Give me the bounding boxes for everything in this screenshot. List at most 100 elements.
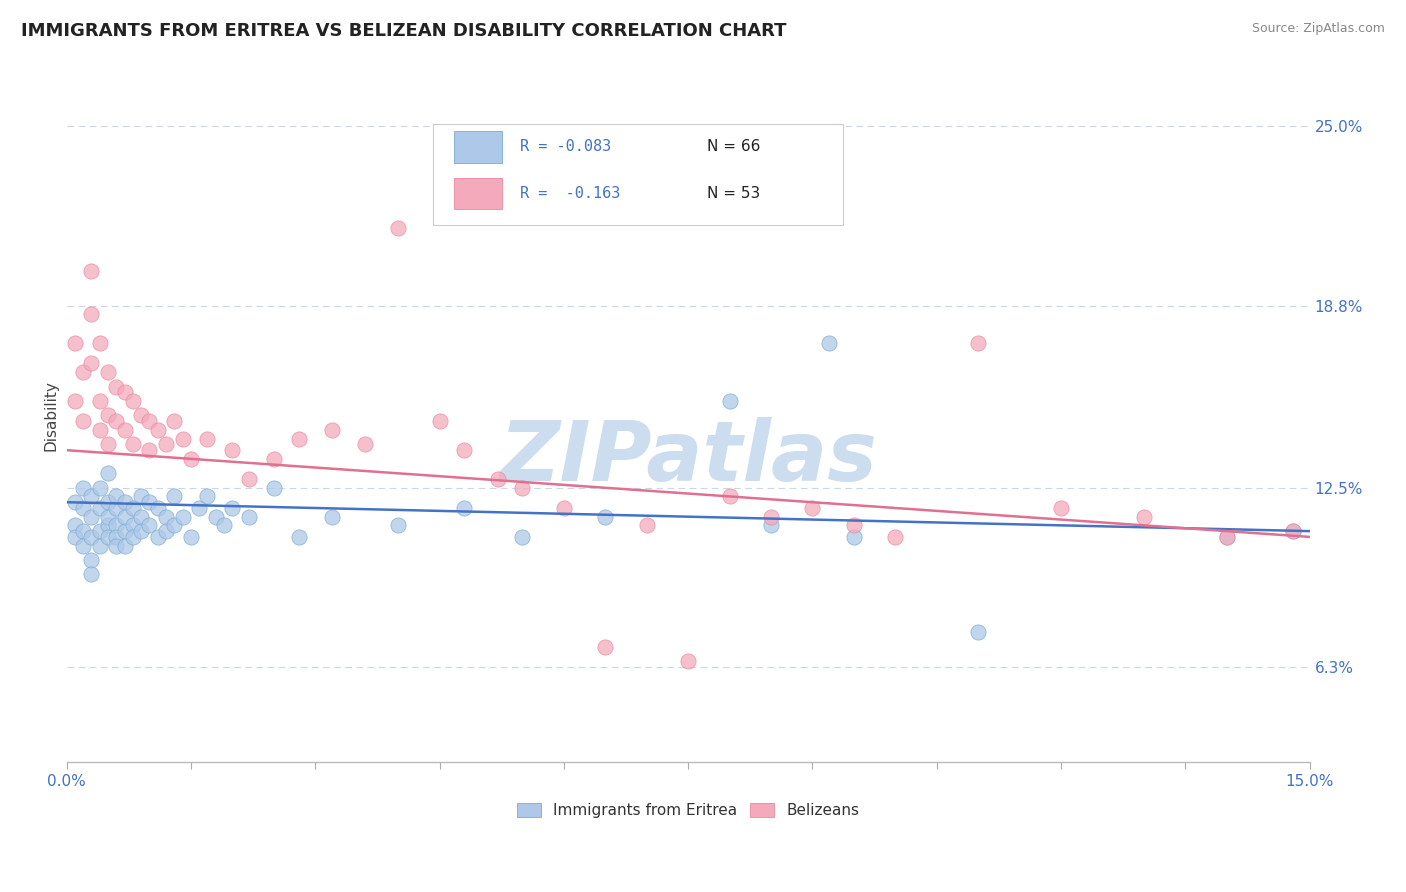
Point bbox=[163, 490, 186, 504]
Point bbox=[97, 530, 120, 544]
Point bbox=[105, 518, 128, 533]
Point bbox=[387, 518, 409, 533]
Point bbox=[122, 394, 145, 409]
Point bbox=[263, 481, 285, 495]
Point bbox=[553, 501, 575, 516]
Point bbox=[818, 336, 841, 351]
Point bbox=[97, 509, 120, 524]
Point bbox=[105, 539, 128, 553]
Text: Source: ZipAtlas.com: Source: ZipAtlas.com bbox=[1251, 22, 1385, 36]
Point bbox=[63, 336, 86, 351]
Point bbox=[197, 432, 219, 446]
Point bbox=[138, 495, 160, 509]
Point bbox=[172, 432, 194, 446]
Point bbox=[122, 501, 145, 516]
Point bbox=[72, 481, 94, 495]
Point bbox=[354, 437, 377, 451]
Point bbox=[1133, 509, 1156, 524]
Point bbox=[105, 490, 128, 504]
Point bbox=[453, 501, 475, 516]
Point bbox=[97, 495, 120, 509]
Legend: Immigrants from Eritrea, Belizeans: Immigrants from Eritrea, Belizeans bbox=[510, 797, 866, 824]
Text: R =  -0.163: R = -0.163 bbox=[520, 186, 620, 201]
Point bbox=[1282, 524, 1305, 538]
Point bbox=[89, 394, 111, 409]
Point bbox=[188, 501, 211, 516]
Point bbox=[172, 509, 194, 524]
Point bbox=[105, 414, 128, 428]
Point bbox=[63, 495, 86, 509]
Point bbox=[676, 654, 699, 668]
Point bbox=[114, 423, 136, 437]
Point bbox=[97, 437, 120, 451]
Point bbox=[155, 509, 177, 524]
Point bbox=[89, 501, 111, 516]
Point bbox=[842, 518, 865, 533]
Point bbox=[221, 443, 243, 458]
Point bbox=[155, 524, 177, 538]
Point bbox=[636, 518, 658, 533]
Text: R = -0.083: R = -0.083 bbox=[520, 139, 612, 154]
Point bbox=[63, 394, 86, 409]
Point bbox=[80, 307, 103, 321]
Point bbox=[72, 524, 94, 538]
Point bbox=[105, 530, 128, 544]
Point bbox=[138, 518, 160, 533]
Point bbox=[89, 336, 111, 351]
FancyBboxPatch shape bbox=[433, 124, 844, 225]
Point bbox=[97, 365, 120, 379]
Point bbox=[180, 530, 202, 544]
Point bbox=[129, 490, 152, 504]
Point bbox=[72, 501, 94, 516]
Point bbox=[97, 409, 120, 423]
Point bbox=[718, 394, 741, 409]
Point bbox=[238, 509, 260, 524]
Point bbox=[72, 539, 94, 553]
Point bbox=[197, 490, 219, 504]
Point bbox=[105, 501, 128, 516]
Point bbox=[238, 472, 260, 486]
Point bbox=[321, 423, 343, 437]
Point bbox=[486, 472, 509, 486]
Point bbox=[122, 530, 145, 544]
Text: N = 66: N = 66 bbox=[707, 139, 761, 154]
Point bbox=[89, 423, 111, 437]
Point bbox=[180, 451, 202, 466]
Point bbox=[287, 432, 309, 446]
Point bbox=[155, 437, 177, 451]
Point bbox=[97, 467, 120, 481]
Point bbox=[89, 539, 111, 553]
Point bbox=[63, 530, 86, 544]
Point bbox=[114, 539, 136, 553]
Point bbox=[122, 518, 145, 533]
Text: N = 53: N = 53 bbox=[707, 186, 761, 201]
Point bbox=[593, 640, 616, 654]
Point bbox=[114, 524, 136, 538]
Point bbox=[146, 530, 169, 544]
Point bbox=[80, 264, 103, 278]
Y-axis label: Disability: Disability bbox=[44, 380, 58, 451]
Point bbox=[122, 437, 145, 451]
Point bbox=[80, 490, 103, 504]
Point bbox=[97, 518, 120, 533]
Point bbox=[453, 443, 475, 458]
Point bbox=[321, 509, 343, 524]
Point bbox=[80, 553, 103, 567]
Point bbox=[114, 385, 136, 400]
Point bbox=[138, 414, 160, 428]
Bar bbox=[454, 131, 502, 162]
Point bbox=[80, 567, 103, 582]
Point bbox=[163, 518, 186, 533]
Point bbox=[221, 501, 243, 516]
Point bbox=[512, 481, 534, 495]
Point bbox=[512, 530, 534, 544]
Point bbox=[263, 451, 285, 466]
Point bbox=[114, 495, 136, 509]
Point bbox=[80, 530, 103, 544]
Point bbox=[967, 336, 990, 351]
Point bbox=[842, 530, 865, 544]
Point bbox=[89, 524, 111, 538]
Point bbox=[72, 365, 94, 379]
Point bbox=[89, 481, 111, 495]
Point bbox=[129, 524, 152, 538]
